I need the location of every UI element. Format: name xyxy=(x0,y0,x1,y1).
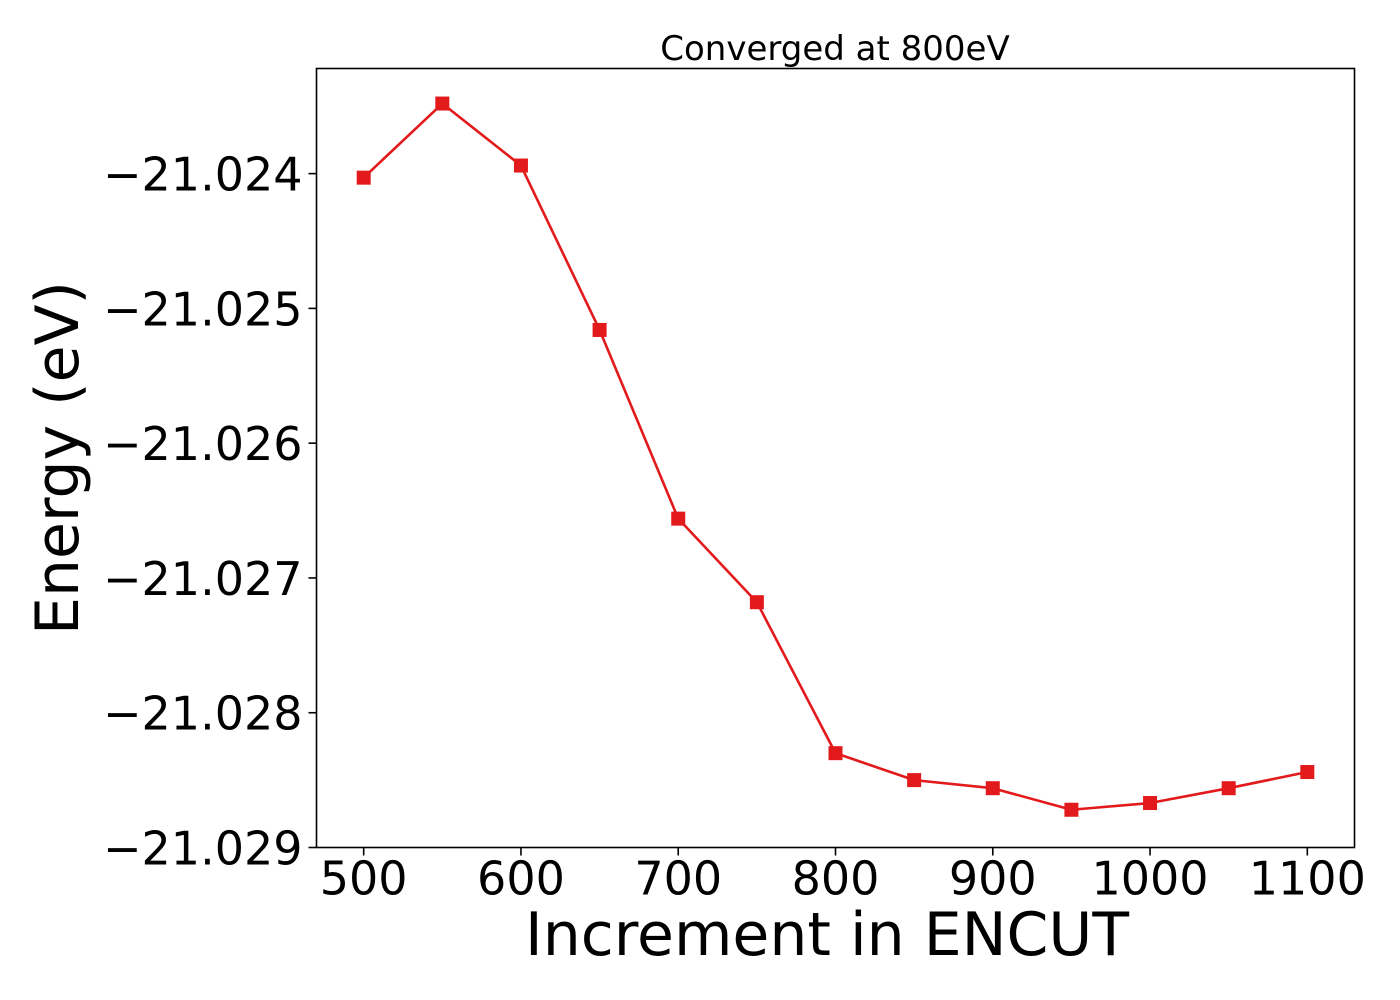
y-axis-label: Energy (eV) xyxy=(23,281,93,635)
x-axis-label: Increment in ENCUT xyxy=(525,900,1129,970)
data-point xyxy=(828,746,843,761)
series-layer xyxy=(356,96,1315,817)
data-point xyxy=(1221,781,1236,796)
data-point xyxy=(356,170,371,185)
y-tick-label: −21.025 xyxy=(103,282,303,336)
data-point xyxy=(1300,765,1315,780)
data-point xyxy=(749,595,764,610)
data-point xyxy=(1064,802,1079,817)
plot-frame xyxy=(315,67,1356,849)
data-point xyxy=(1143,796,1158,811)
x-tick-label: 600 xyxy=(477,852,565,906)
axis-ticks: 500 600 700 800 900 1000 1100 −21.029 −21.028 −21… xyxy=(103,148,1366,906)
series-line xyxy=(362,102,1308,812)
x-tick-label: 800 xyxy=(792,852,880,906)
x-tick-label: 1100 xyxy=(1249,852,1366,906)
y-tick-label: −21.029 xyxy=(103,822,303,876)
x-tick-label: 1000 xyxy=(1092,852,1209,906)
y-tick-label: −21.026 xyxy=(103,417,303,471)
data-point xyxy=(907,773,922,788)
data-point xyxy=(671,511,686,526)
y-tick-label: −21.028 xyxy=(103,687,303,741)
x-tick-label: 900 xyxy=(949,852,1037,906)
y-tick-label: −21.024 xyxy=(103,148,303,202)
data-point xyxy=(513,158,528,173)
data-point xyxy=(592,322,607,337)
x-tick-label: 500 xyxy=(320,852,408,906)
x-tick-label: 700 xyxy=(634,852,722,906)
data-point xyxy=(985,781,1000,796)
data-point xyxy=(435,96,450,111)
chart-title: Converged at 800eV xyxy=(660,29,1009,69)
y-tick-label: −21.027 xyxy=(103,552,303,606)
